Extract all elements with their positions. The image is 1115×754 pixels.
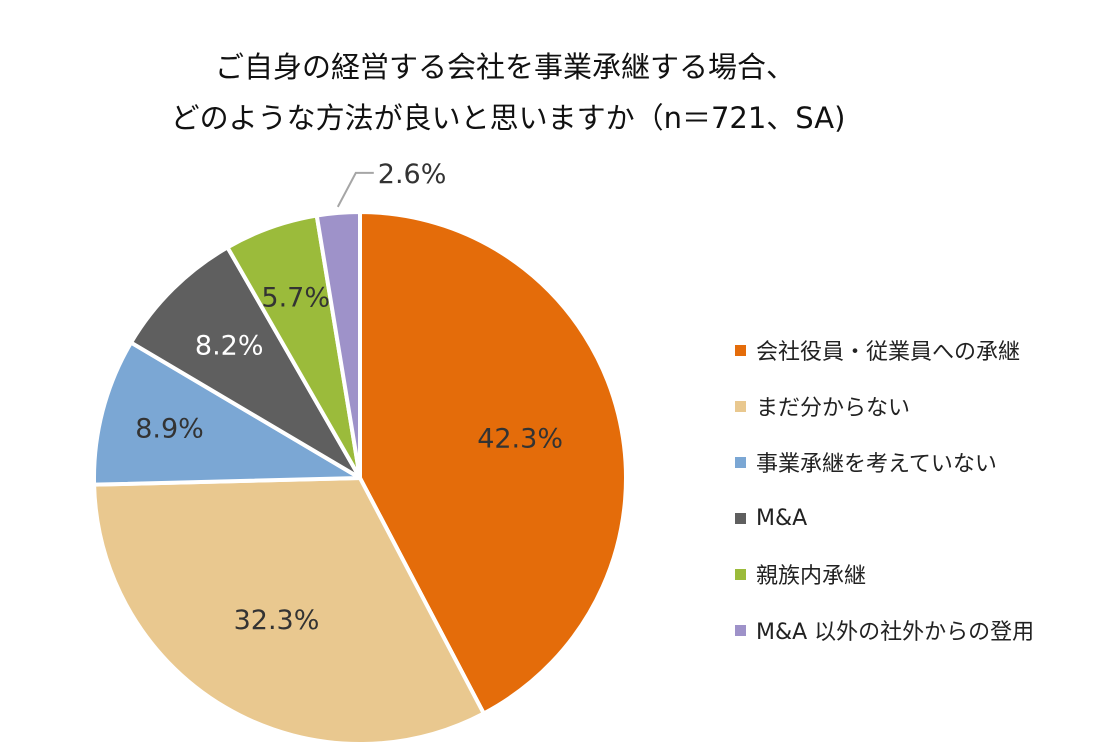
data-label-3: 8.9% — [135, 413, 204, 444]
pie-slice-2 — [92, 476, 486, 746]
data-label-1: 42.3% — [477, 424, 563, 455]
legend: 会社役員・従業員への承継 まだ分からない事業承継を考えていない M&A 親族内承継 M&… — [735, 322, 1034, 658]
pie-slice-3 — [92, 340, 362, 487]
leader-line-6 — [336, 171, 374, 208]
legend-swatch-6 — [735, 624, 746, 636]
legend-item-4: M&A — [735, 490, 1034, 546]
pie-slice-4 — [129, 245, 362, 480]
chart-title-line1: ご自身の経営する会社を事業承継する場合、 — [214, 50, 795, 84]
legend-item-1: 会社役員・従業員への承継 — [735, 322, 1034, 378]
legend-label-2: まだ分からない — [756, 396, 911, 421]
data-label-5: 5.7% — [261, 283, 330, 314]
legend-item-5: 親族内承継 — [735, 546, 1034, 602]
legend-label-5: 親族内承継 — [756, 564, 867, 589]
data-label-4: 8.2% — [195, 331, 264, 362]
legend-swatch-3 — [735, 456, 746, 468]
chart-title-line2: どのような方法が良いと思いますか（n＝721、SA) — [170, 101, 846, 135]
data-label-2: 32.3% — [234, 605, 320, 636]
legend-swatch-2 — [735, 400, 746, 412]
legend-item-6: M&A 以外の社外からの登用 — [735, 602, 1034, 658]
legend-swatch-4 — [735, 512, 746, 524]
pie-slice-1 — [358, 210, 628, 716]
legend-swatch-1 — [735, 344, 746, 356]
legend-swatch-5 — [735, 568, 746, 580]
pie-slice-6 — [314, 210, 362, 480]
legend-item-2: まだ分からない — [735, 378, 1034, 434]
legend-label-1: 会社役員・従業員への承継 — [756, 340, 1021, 365]
legend-item-3: 事業承継を考えていない — [735, 434, 1034, 490]
legend-label-6: M&A 以外の社外からの登用 — [756, 620, 1035, 645]
data-label-6: 2.6% — [378, 159, 447, 190]
legend-label-4: M&A — [756, 505, 808, 531]
legend-label-3: 事業承継を考えていない — [756, 452, 997, 477]
